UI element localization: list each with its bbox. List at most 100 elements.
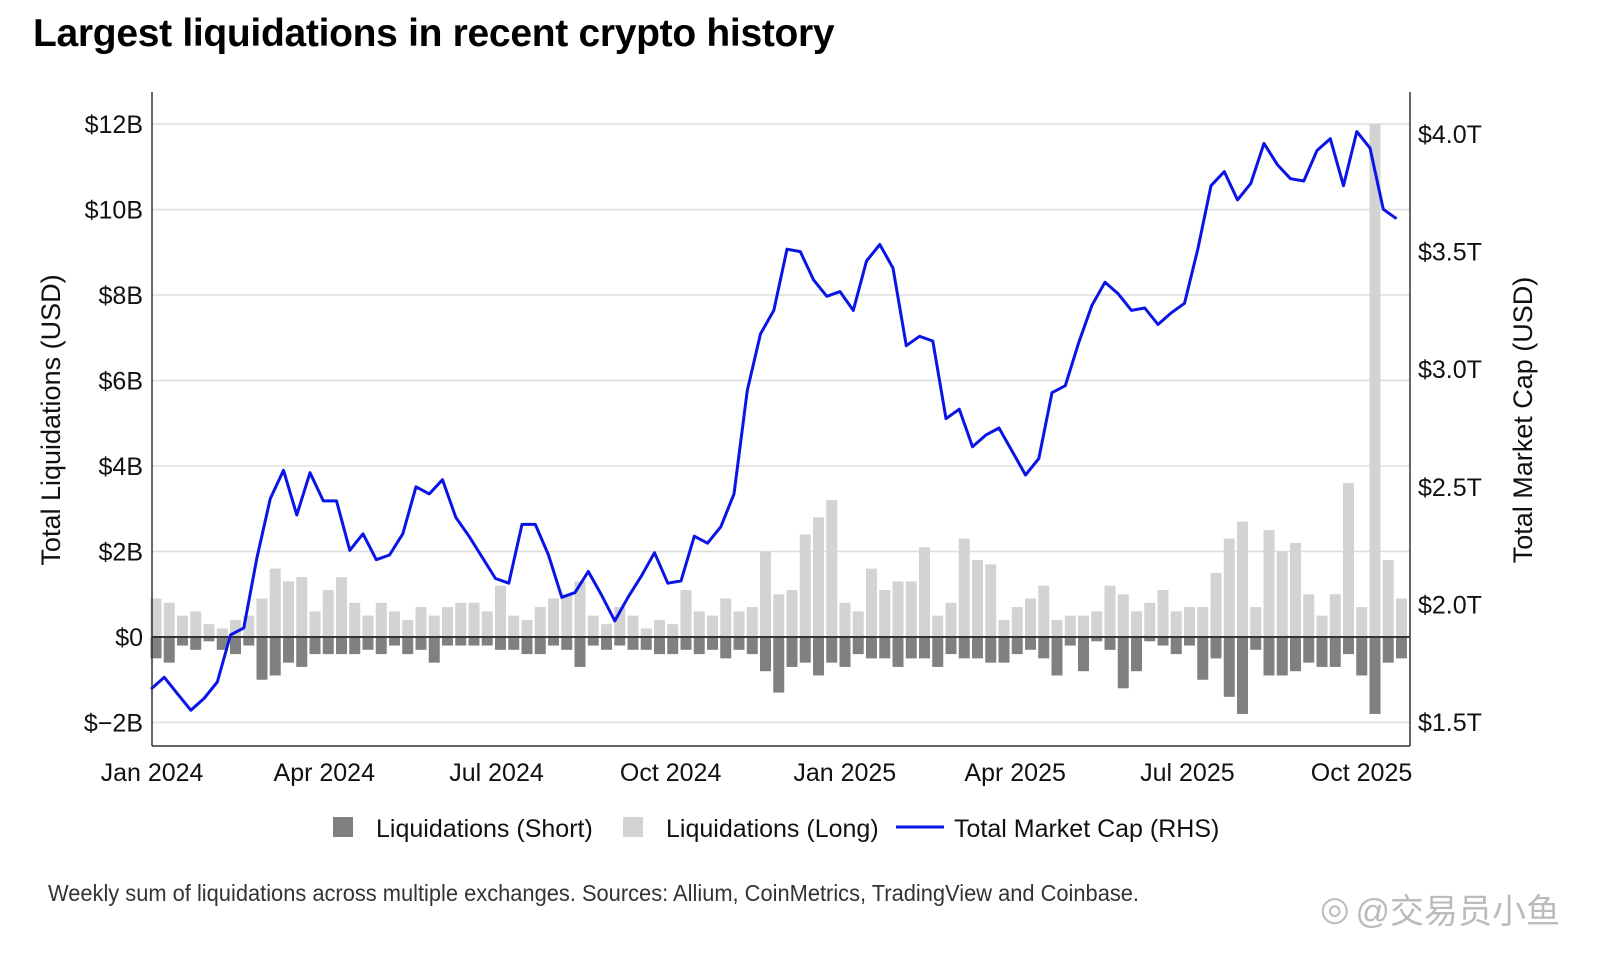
bar-short — [495, 637, 506, 650]
plot-frame — [151, 92, 1411, 747]
bar-long — [932, 615, 944, 637]
bar-short — [309, 637, 321, 655]
bar-short — [826, 637, 838, 663]
bar-long — [296, 577, 308, 637]
x-tick-label: Jan 2024 — [101, 759, 204, 787]
x-tick-label: Jul 2025 — [1140, 759, 1235, 787]
legend-label-short: Liquidations (Short) — [376, 815, 593, 843]
bar-long — [1210, 572, 1222, 637]
bars — [150, 124, 1407, 714]
bar-long — [428, 615, 440, 637]
bar-short — [1078, 637, 1089, 672]
bar-short — [1144, 637, 1156, 642]
bar-long — [852, 611, 864, 637]
right-axis-ticks: $4.0T $3.5T $3.0T $2.5T $2.0T $1.5T — [1418, 121, 1482, 737]
bar-long — [1011, 607, 1023, 637]
bar-short — [349, 637, 361, 655]
legend-label-market-cap: Total Market Cap (RHS) — [954, 815, 1219, 843]
bar-short — [932, 637, 944, 667]
watermark: ◎ @交易员小鱼 — [1320, 884, 1560, 933]
bar-short — [468, 637, 480, 646]
x-tick-label: Oct 2025 — [1311, 759, 1412, 787]
bar-short — [1170, 637, 1182, 655]
bar-short — [1223, 637, 1235, 697]
bar-short — [415, 637, 427, 650]
y2-tick-label: $4.0T — [1418, 121, 1482, 149]
bar-long — [720, 598, 732, 637]
footnote: Weekly sum of liquidations across multip… — [48, 880, 1140, 906]
bar-long — [905, 581, 917, 637]
legend-swatch-short — [333, 817, 353, 837]
bar-long — [495, 585, 506, 637]
bar-short — [243, 637, 255, 646]
bar-short — [733, 637, 745, 650]
bar-short — [614, 637, 626, 646]
bar-short — [256, 637, 268, 680]
bar-long — [1091, 611, 1103, 637]
bar-short — [587, 637, 599, 646]
bar-short — [693, 637, 705, 655]
watermark-text: @交易员小鱼 — [1355, 893, 1560, 931]
bar-short — [1303, 637, 1315, 663]
weibo-logo-icon: ◎ — [1319, 889, 1350, 928]
legend-swatch-long — [623, 817, 643, 837]
bar-short — [985, 637, 997, 663]
x-tick-label: Apr 2025 — [964, 759, 1065, 787]
bar-long — [945, 602, 957, 637]
x-tick-label: Apr 2024 — [274, 759, 376, 787]
bar-short — [879, 637, 891, 659]
bar-long — [1144, 602, 1156, 637]
legend-label-long: Liquidations (Long) — [666, 815, 879, 843]
bar-short — [773, 637, 785, 693]
bar-long — [177, 615, 188, 637]
bar-long — [667, 624, 679, 637]
bar-long — [839, 602, 851, 637]
bar-long — [309, 611, 321, 637]
bar-long — [707, 615, 718, 637]
bar-short — [481, 637, 493, 646]
bar-long — [1343, 483, 1354, 637]
bar-short — [163, 637, 175, 663]
bar-long — [813, 517, 824, 637]
bar-long — [1117, 594, 1129, 637]
bar-short — [402, 637, 414, 655]
bar-long — [1396, 598, 1407, 637]
bar-long — [508, 615, 520, 637]
bar-long — [1197, 607, 1209, 637]
bar-short — [839, 637, 851, 667]
x-tick-label: Jan 2025 — [793, 759, 896, 787]
bar-short — [375, 637, 387, 655]
bar-long — [521, 619, 533, 637]
y-tick-label: $4B — [99, 453, 143, 481]
bar-long — [1131, 611, 1142, 637]
bar-long — [389, 611, 400, 637]
bar-long — [455, 602, 467, 637]
bar-short — [1369, 637, 1381, 714]
bar-short — [230, 637, 241, 655]
bar-short — [720, 637, 732, 659]
bar-long — [468, 602, 480, 637]
bar-short — [998, 637, 1010, 663]
bar-long — [892, 581, 904, 637]
bar-long — [1276, 551, 1288, 637]
bar-long — [349, 602, 361, 637]
bar-short — [1104, 637, 1116, 650]
y-tick-label: $6B — [99, 368, 143, 396]
bar-long — [1038, 585, 1050, 637]
bar-short — [1184, 637, 1195, 646]
bar-long — [256, 598, 268, 637]
bar-short — [958, 637, 970, 659]
bar-long — [985, 564, 997, 637]
y-tick-label: $2B — [99, 539, 143, 567]
bar-short — [786, 637, 798, 667]
bar-short — [1091, 637, 1103, 642]
bar-short — [799, 637, 811, 663]
bar-short — [1157, 637, 1169, 646]
bar-long — [998, 619, 1010, 637]
bar-long — [269, 568, 281, 637]
bar-short — [852, 637, 864, 655]
bar-long — [481, 611, 493, 637]
bar-long — [826, 500, 838, 637]
bar-short — [177, 637, 188, 646]
